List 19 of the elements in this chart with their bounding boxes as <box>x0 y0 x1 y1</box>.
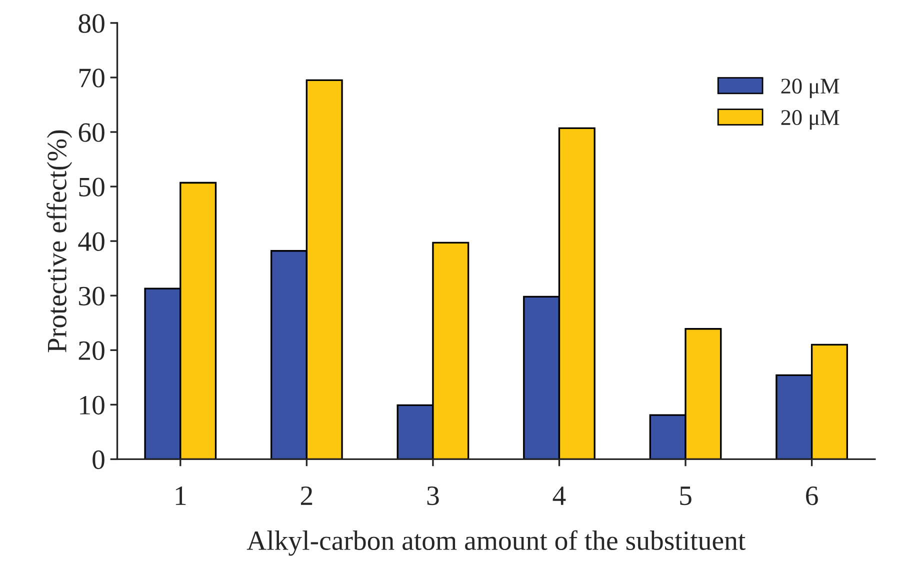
y-tick-label: 10 <box>80 396 104 415</box>
x-tick-label: 2 <box>300 486 312 505</box>
x-tick-label: 3 <box>427 486 439 506</box>
y-tick-label: 80 <box>78 14 104 33</box>
x-tick-label: 6 <box>806 486 818 506</box>
y-tick-label: 0 <box>92 450 104 470</box>
x-axis-title: Alkyl-carbon atom amount of the substituent <box>246 530 746 556</box>
y-tick-label: 40 <box>78 232 104 251</box>
y-axis-title: Protective effect(%) <box>46 130 72 352</box>
legend-label: 20 μM <box>781 78 840 98</box>
y-tick-label: 30 <box>79 286 104 306</box>
legend-label: 20 μM <box>781 110 840 130</box>
x-tick-label: 4 <box>552 486 566 505</box>
y-tick-label: 70 <box>80 68 104 88</box>
y-tick-label: 20 <box>78 341 104 360</box>
x-tick-label: 1 <box>176 486 186 505</box>
y-tick-label: 50 <box>79 178 104 196</box>
x-tick-label: 5 <box>680 486 692 506</box>
y-tick-label: 60 <box>78 123 104 142</box>
